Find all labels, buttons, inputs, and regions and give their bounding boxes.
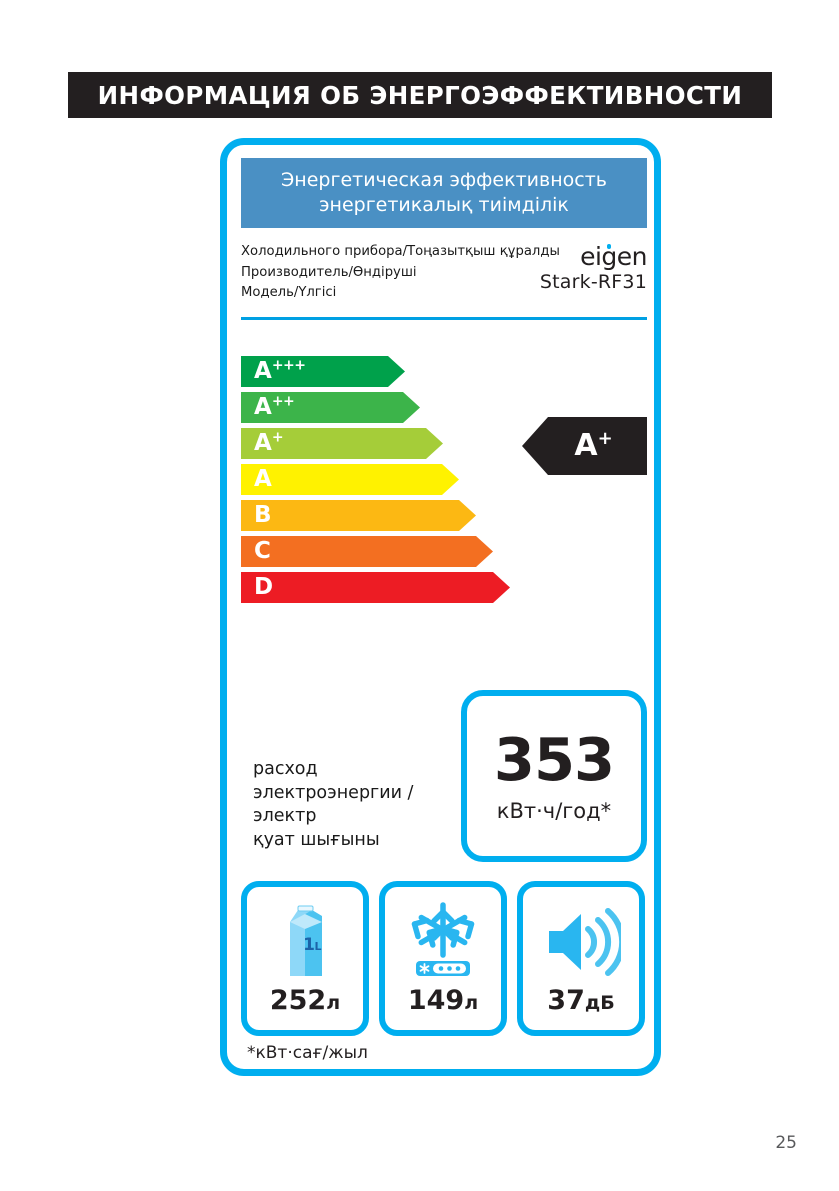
appliance-type-label: Холодильного прибора/Тоңазытқыш құралды — [241, 244, 560, 259]
model-info-labels: Холодильного прибора/Тоңазытқыш құралды … — [241, 242, 560, 304]
energy-class-bar-shape: A+ — [241, 428, 443, 459]
energy-class-bar-shape: A — [241, 464, 459, 495]
consumption-value: 353 — [493, 724, 615, 794]
brand-logo: eigen — [580, 242, 647, 271]
snowflake-icon — [400, 899, 486, 985]
energy-class-bar-label: B — [254, 502, 272, 528]
consumption-label-line-1: расход — [253, 759, 318, 779]
model-info-section: Холодильного прибора/Тоңазытқыш құралды … — [241, 242, 647, 312]
metric-value-freezer-volume: 149л — [407, 985, 479, 1016]
energy-class-bar-shape: B — [241, 500, 476, 531]
energy-label-frame: Энергетическая эффективность энергетикал… — [220, 138, 661, 1076]
rating-badge: A+ — [522, 417, 647, 475]
manufacturer-label: Производитель/Өндіруші — [241, 264, 417, 280]
consumption-label: расход электроэнергии / электр қуат шығы… — [253, 758, 413, 852]
consumption-label-line-4: қуат шығыны — [253, 829, 380, 850]
metric-value-fridge-volume: 252л — [269, 985, 341, 1016]
page-number: 25 — [775, 1133, 797, 1153]
header-banner: ИНФОРМАЦИЯ ОБ ЭНЕРГОЭФФЕКТИВНОСТИ — [68, 72, 772, 118]
consumption-unit: кВт·ч/год* — [496, 798, 612, 823]
model-info-divider — [241, 317, 647, 320]
consumption-value-box: 353 кВт·ч/год* — [461, 690, 647, 862]
model-name: Stark-RF31 — [539, 271, 647, 293]
metric-box-noise-level: 37дБ — [517, 881, 645, 1036]
footnote: *кВт·сағ/жыл — [247, 1043, 368, 1063]
brand-block: eigen Stark-RF31 — [539, 244, 648, 294]
label-title-line-kk: энергетикалық тиімділік — [319, 194, 569, 216]
metric-value-noise-level: 37дБ — [547, 985, 615, 1016]
svg-text:L: L — [314, 940, 321, 953]
metric-box-freezer-volume: 149л — [379, 881, 507, 1036]
energy-class-bar-shape: D — [241, 572, 510, 603]
energy-class-bar-label: A++ — [254, 393, 295, 420]
energy-class-bar-label: A+++ — [254, 357, 306, 384]
speaker-icon — [541, 899, 621, 985]
energy-class-bar-shape: A++ — [241, 392, 420, 423]
energy-class-bar-label: C — [254, 538, 271, 564]
header-title: ИНФОРМАЦИЯ ОБ ЭНЕРГОЭФФЕКТИВНОСТИ — [97, 80, 743, 110]
milk-carton-icon: 1 L — [278, 899, 332, 985]
label-title-block: Энергетическая эффективность энергетикал… — [241, 158, 647, 228]
consumption-label-line-2: электроэнергии / — [253, 782, 414, 803]
energy-class-bar-shape: C — [241, 536, 493, 567]
energy-class-bar-shape: A+++ — [241, 356, 405, 387]
model-label: Модель/Үлгісі — [241, 285, 337, 300]
energy-class-bar-label: A — [254, 466, 272, 492]
consumption-section: расход электроэнергии / электр қуат шығы… — [241, 690, 647, 862]
brand-logo-dot-icon — [606, 244, 612, 249]
brand-logo-wrap: eigen — [580, 244, 647, 270]
metric-boxes: 1 L 252л — [241, 881, 647, 1036]
label-title-line-ru: Энергетическая эффективность — [281, 169, 607, 191]
svg-text:1: 1 — [303, 935, 315, 955]
consumption-label-line-3: электр — [253, 806, 317, 826]
metric-box-fridge-volume: 1 L 252л — [241, 881, 369, 1036]
energy-class-bar-label: A+ — [254, 429, 284, 456]
rating-badge-text: A+ — [574, 428, 613, 463]
energy-class-bar-label: D — [254, 574, 274, 600]
